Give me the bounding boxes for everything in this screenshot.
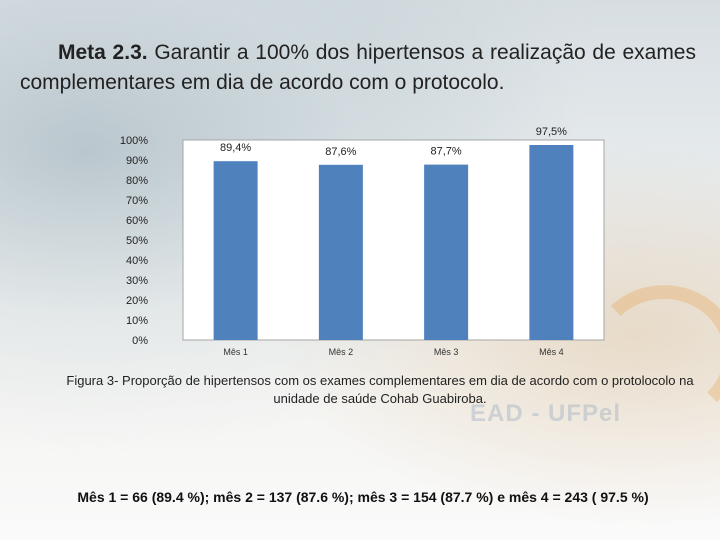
y-tick-label: 20% <box>126 295 148 307</box>
y-tick-label: 100% <box>120 135 148 147</box>
x-tick-label: Mês 1 <box>223 347 248 357</box>
y-tick-label: 90% <box>126 155 148 167</box>
data-label: 89,4% <box>220 142 251 154</box>
bar-mes-1 <box>213 161 258 340</box>
y-tick-label: 50% <box>126 235 148 247</box>
y-tick-label: 10% <box>126 315 148 327</box>
y-tick-label: 80% <box>126 175 148 187</box>
y-tick-label: 0% <box>132 335 148 347</box>
goal-text: Garantir a 100% dos hipertensos a realiz… <box>20 41 696 94</box>
bar-mes-3 <box>424 164 469 340</box>
ead-ufpel-watermark: EAD - UFPel <box>470 400 622 427</box>
data-label: 87,6% <box>325 146 356 158</box>
y-tick-label: 40% <box>126 255 148 267</box>
y-tick-label: 30% <box>126 275 148 287</box>
monthly-summary: Mês 1 = 66 (89.4 %); mês 2 = 137 (87.6 %… <box>77 489 649 505</box>
bar-mes-2 <box>318 164 363 340</box>
y-tick-label: 60% <box>126 215 148 227</box>
data-label: 87,7% <box>431 146 462 158</box>
bar-mes-4 <box>529 145 574 340</box>
figure-caption: Figura 3- Proporção de hipertensos com o… <box>66 373 694 406</box>
goal-heading: Meta 2.3. Garantir a 100% dos hipertenso… <box>20 38 696 98</box>
y-tick-label: 70% <box>126 195 148 207</box>
x-tick-label: Mês 3 <box>434 347 459 357</box>
data-label: 97,5% <box>536 126 567 138</box>
goal-number: Meta 2.3. <box>58 41 148 64</box>
x-tick-label: Mês 4 <box>539 347 564 357</box>
x-tick-label: Mês 2 <box>329 347 354 357</box>
